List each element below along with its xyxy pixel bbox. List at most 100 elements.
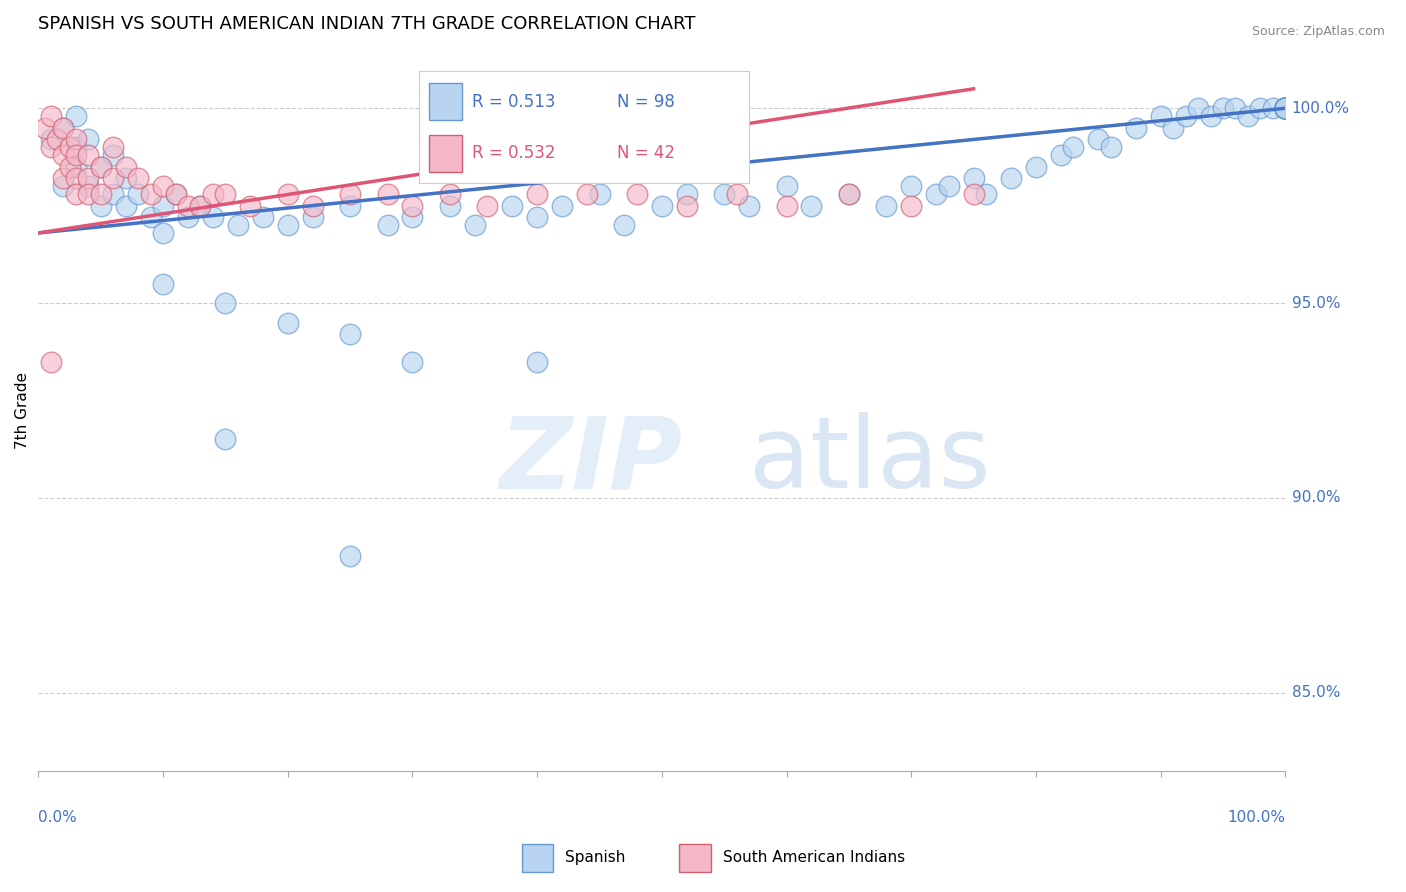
- Point: [1237, 109, 1260, 123]
- Point: [775, 179, 797, 194]
- Point: [65, 148, 87, 162]
- Point: [1087, 132, 1109, 146]
- Point: [1225, 101, 1247, 115]
- Point: [501, 199, 523, 213]
- Point: [39, 109, 62, 123]
- Point: [339, 186, 361, 201]
- Point: [464, 218, 486, 232]
- Text: atlas: atlas: [749, 412, 991, 509]
- Point: [1274, 101, 1296, 115]
- Point: [1274, 101, 1296, 115]
- Point: [1161, 120, 1184, 135]
- Point: [1150, 109, 1173, 123]
- Point: [1261, 101, 1284, 115]
- Point: [1199, 109, 1222, 123]
- Point: [1274, 101, 1296, 115]
- Text: ZIP: ZIP: [499, 412, 683, 509]
- Point: [301, 211, 323, 225]
- Point: [1000, 171, 1022, 186]
- Point: [925, 186, 948, 201]
- Point: [101, 140, 124, 154]
- Bar: [522, 844, 554, 872]
- Point: [52, 120, 75, 135]
- Point: [127, 171, 149, 186]
- Point: [775, 199, 797, 213]
- Point: [127, 186, 149, 201]
- Point: [1274, 101, 1296, 115]
- Point: [58, 160, 80, 174]
- Point: [1274, 101, 1296, 115]
- Point: [588, 186, 610, 201]
- Point: [277, 316, 299, 330]
- Point: [1174, 109, 1197, 123]
- Text: 100.0%: 100.0%: [1227, 810, 1285, 825]
- Point: [900, 179, 922, 194]
- Point: [738, 199, 761, 213]
- Point: [152, 277, 174, 291]
- Point: [401, 199, 423, 213]
- Point: [1187, 101, 1209, 115]
- Text: 100.0%: 100.0%: [1292, 101, 1350, 116]
- Point: [114, 171, 136, 186]
- Point: [52, 179, 75, 194]
- Point: [201, 186, 224, 201]
- Point: [1274, 101, 1296, 115]
- Point: [1099, 140, 1122, 154]
- Text: SPANISH VS SOUTH AMERICAN INDIAN 7TH GRADE CORRELATION CHART: SPANISH VS SOUTH AMERICAN INDIAN 7TH GRA…: [38, 15, 696, 33]
- Point: [1050, 148, 1073, 162]
- Point: [90, 160, 112, 174]
- Point: [214, 296, 236, 310]
- Point: [239, 199, 262, 213]
- Point: [90, 186, 112, 201]
- Point: [152, 226, 174, 240]
- Point: [1274, 101, 1296, 115]
- Point: [900, 199, 922, 213]
- Point: [77, 148, 100, 162]
- Point: [190, 199, 212, 213]
- Point: [52, 148, 75, 162]
- Point: [277, 218, 299, 232]
- Text: South American Indians: South American Indians: [723, 850, 905, 864]
- Point: [875, 199, 897, 213]
- Point: [439, 186, 461, 201]
- Text: 90.0%: 90.0%: [1292, 491, 1340, 506]
- Point: [226, 218, 249, 232]
- Point: [962, 186, 984, 201]
- Point: [1125, 120, 1147, 135]
- Point: [65, 109, 87, 123]
- Point: [713, 186, 735, 201]
- Point: [39, 140, 62, 154]
- Point: [39, 132, 62, 146]
- Point: [401, 211, 423, 225]
- Point: [1249, 101, 1271, 115]
- Point: [214, 186, 236, 201]
- Point: [651, 199, 673, 213]
- Point: [1274, 101, 1296, 115]
- Text: 0.0%: 0.0%: [38, 810, 77, 825]
- Point: [339, 199, 361, 213]
- Text: Source: ZipAtlas.com: Source: ZipAtlas.com: [1251, 25, 1385, 38]
- Point: [114, 199, 136, 213]
- Point: [39, 354, 62, 368]
- Point: [139, 211, 162, 225]
- Point: [339, 549, 361, 564]
- Point: [1274, 101, 1296, 115]
- Point: [1274, 101, 1296, 115]
- Point: [301, 199, 323, 213]
- Point: [46, 132, 69, 146]
- Point: [190, 199, 212, 213]
- Point: [401, 354, 423, 368]
- Point: [377, 186, 399, 201]
- Point: [1062, 140, 1084, 154]
- Point: [77, 171, 100, 186]
- Point: [938, 179, 960, 194]
- Point: [77, 186, 100, 201]
- Text: Spanish: Spanish: [565, 850, 626, 864]
- Point: [551, 199, 574, 213]
- Point: [65, 186, 87, 201]
- Point: [1274, 101, 1296, 115]
- Point: [58, 140, 80, 154]
- Point: [838, 186, 860, 201]
- Point: [613, 218, 636, 232]
- Point: [626, 186, 648, 201]
